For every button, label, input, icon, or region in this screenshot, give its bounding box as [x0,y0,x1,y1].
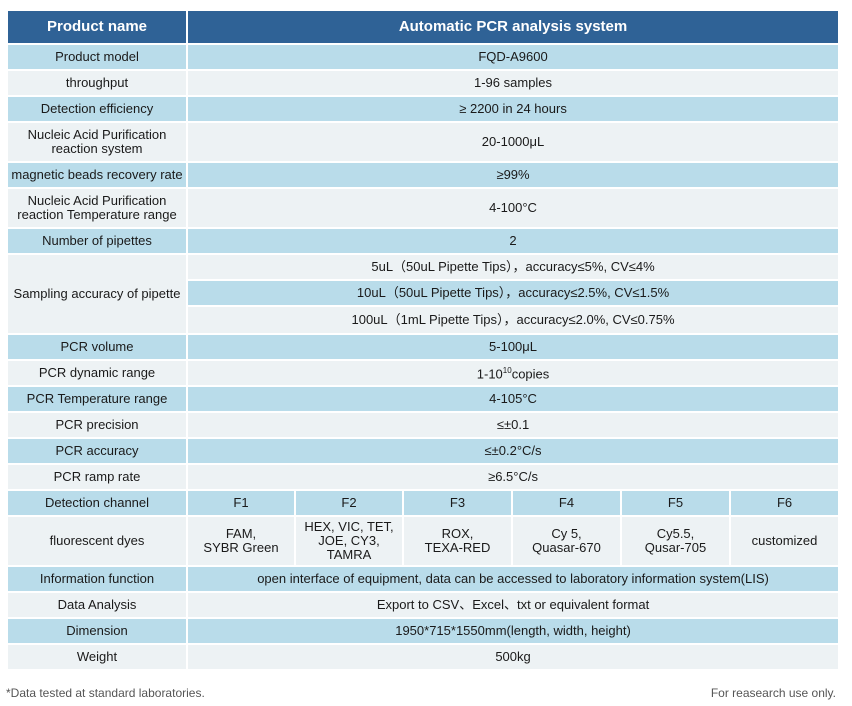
row-pipettes: Number of pipettes 2 [8,229,841,255]
header-product-name: Product name [8,11,188,45]
dye-line1: HEX, VIC, TET, [304,519,394,534]
dye-line1: ROX, [441,526,474,541]
dye-cell: Cy 5, Quasar-670 [513,517,622,567]
row-label: PCR ramp rate [8,465,188,491]
row-value: 100uL（1mL Pipette Tips），accuracy≤2.0%, C… [188,307,841,335]
row-sampling-3: 100uL（1mL Pipette Tips），accuracy≤2.0%, C… [8,307,841,335]
row-label-line2: reaction system [51,141,143,156]
row-value: ≥ 2200 in 24 hours [188,97,841,123]
row-sampling-1: Sampling accuracy of pipette 5uL（50uL Pi… [8,255,841,335]
row-label: Information function [8,567,188,593]
dye-line2: JOE, CY3, TAMRA [318,533,380,562]
row-pcr-volume: PCR volume 5-100μL [8,335,841,361]
row-label: Weight [8,645,188,671]
row-information: Information function open interface of e… [8,567,841,593]
footnote-standard-labs: *Data tested at standard laboratories. [6,686,205,700]
row-precision: PCR precision ≤±0.1 [8,413,841,439]
row-ramp-rate: PCR ramp rate ≥6.5°C/s [8,465,841,491]
channel-cell: F2 [296,491,404,517]
row-value: open interface of equipment, data can be… [188,567,841,593]
row-value: 2 [188,229,841,255]
row-label: Number of pipettes [8,229,188,255]
row-dyes: fluorescent dyes FAM, SYBR Green HEX, VIC… [8,517,841,567]
row-label: Nucleic Acid Purification reaction syste… [8,123,188,163]
row-label: PCR Temperature range [8,387,188,413]
footnote-research-use: For reasearch use only. [710,686,836,700]
row-label: Detection efficiency [8,97,188,123]
row-label-line2: reaction Temperature range [17,207,177,222]
dye-cell: FAM, SYBR Green [188,517,296,567]
row-label: Dimension [8,619,188,645]
spec-table: Product name Automatic PCR analysis syst… [8,11,841,671]
row-value: Export to CSV、Excel、txt or equivalent fo… [188,593,841,619]
row-value: 4-105°C [188,387,841,413]
value-post: copies [511,366,550,382]
row-value: ≥99% [188,163,841,189]
table-header: Product name Automatic PCR analysis syst… [8,11,841,45]
row-purification-temp: Nucleic Acid Purification reaction Tempe… [8,189,841,229]
row-efficiency: Detection efficiency ≥ 2200 in 24 hours [8,97,841,123]
dye-line1: FAM, [225,526,257,541]
dye-line1: Cy5.5, [656,526,695,541]
row-accuracy: PCR accuracy ≤±0.2°C/s [8,439,841,465]
row-value: 1-96 samples [188,71,841,97]
row-label: Data Analysis [8,593,188,619]
row-value: 1950*715*1550mm(length, width, height) [188,619,841,645]
dye-line2: Quasar-670 [532,540,601,555]
dye-line1: Cy 5, [551,526,582,541]
row-value: 4-100°C [188,189,841,229]
row-label: PCR dynamic range [8,361,188,387]
row-dynamic-range: PCR dynamic range 1-1010copies [8,361,841,387]
row-value: 20-1000μL [188,123,841,163]
row-value: ≥6.5°C/s [188,465,841,491]
row-value: ≤±0.1 [188,413,841,439]
row-throughput: throughput 1-96 samples [8,71,841,97]
channel-cell: F5 [622,491,731,517]
row-label: magnetic beads recovery rate [8,163,188,189]
dye-line2: TEXA-RED [424,540,491,555]
row-value: 5uL（50uL Pipette Tips），accuracy≤5%, CV≤4… [188,255,841,281]
channel-cell: F4 [513,491,622,517]
row-label: throughput [8,71,188,97]
row-label: Product model [8,45,188,71]
value-pre: 1-10 [476,366,503,382]
row-pcr-temp: PCR Temperature range 4-105°C [8,387,841,413]
row-label: Sampling accuracy of pipette [8,255,188,335]
dye-cell: customized [731,517,841,567]
channel-cell: F6 [731,491,841,517]
row-label-line1: Nucleic Acid Purification [27,193,167,208]
row-channels: Detection channel F1 F2 F3 F4 F5 F6 [8,491,841,517]
row-dimension: Dimension 1950*715*1550mm(length, width,… [8,619,841,645]
row-label: PCR precision [8,413,188,439]
row-label: fluorescent dyes [8,517,188,567]
row-label-line1: Nucleic Acid Purification [27,127,167,142]
row-value: 500kg [188,645,841,671]
row-label: Nucleic Acid Purification reaction Tempe… [8,189,188,229]
row-value: 1-1010copies [188,361,841,387]
row-weight: Weight 500kg [8,645,841,671]
row-label: Detection channel [8,491,188,517]
row-beads-recovery: magnetic beads recovery rate ≥99% [8,163,841,189]
dye-cell: HEX, VIC, TET, JOE, CY3, TAMRA [296,517,404,567]
value-exponent: 10 [502,366,512,376]
row-purification-system: Nucleic Acid Purification reaction syste… [8,123,841,163]
channel-cell: F1 [188,491,296,517]
row-label: PCR volume [8,335,188,361]
row-value: 10uL（50uL Pipette Tips），accuracy≤2.5%, C… [188,281,841,307]
row-value: FQD-A9600 [188,45,841,71]
dye-line2: Qusar-705 [644,540,707,555]
dye-line2: SYBR Green [203,540,279,555]
row-value: 5-100μL [188,335,841,361]
dye-line1: customized [751,533,818,548]
row-sampling-2: 10uL（50uL Pipette Tips），accuracy≤2.5%, C… [8,281,841,307]
dye-cell: Cy5.5, Qusar-705 [622,517,731,567]
row-label: PCR accuracy [8,439,188,465]
row-model: Product model FQD-A9600 [8,45,841,71]
dye-cell: ROX, TEXA-RED [404,517,513,567]
row-data-analysis: Data Analysis Export to CSV、Excel、txt or… [8,593,841,619]
channel-cell: F3 [404,491,513,517]
header-product-value: Automatic PCR analysis system [188,11,841,45]
row-value: ≤±0.2°C/s [188,439,841,465]
